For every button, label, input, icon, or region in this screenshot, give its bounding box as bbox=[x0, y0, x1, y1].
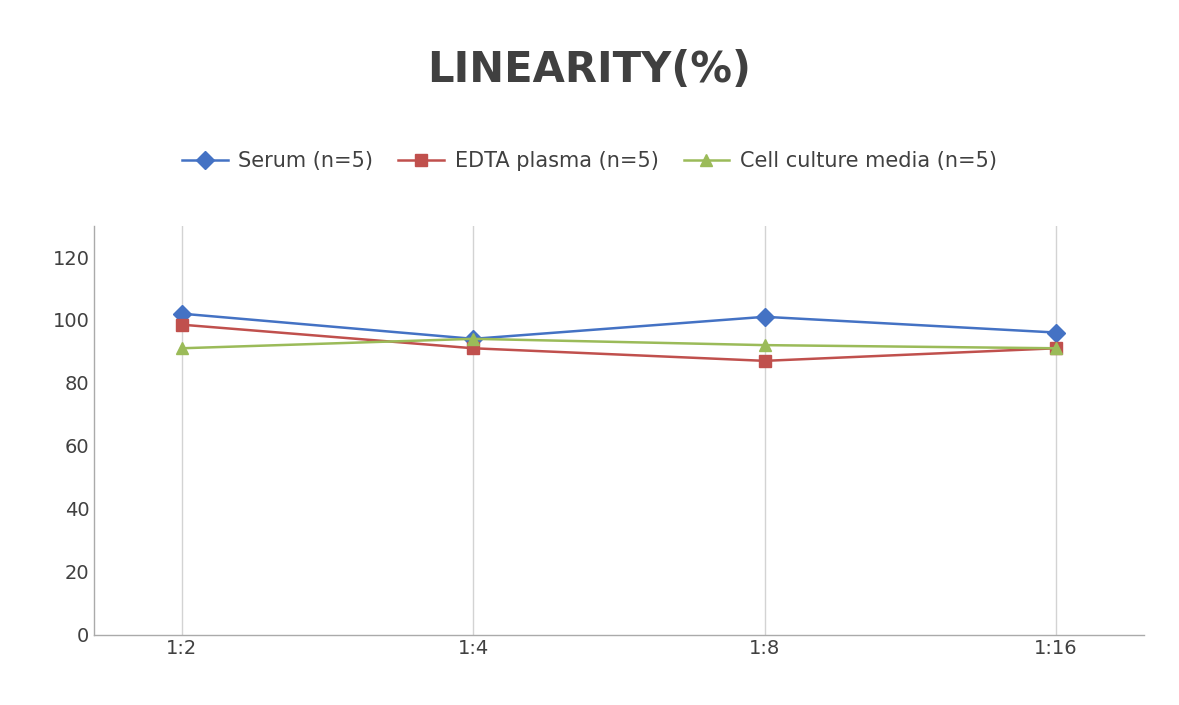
Legend: Serum (n=5), EDTA plasma (n=5), Cell culture media (n=5): Serum (n=5), EDTA plasma (n=5), Cell cul… bbox=[183, 152, 996, 171]
EDTA plasma (n=5) bbox=[1049, 344, 1063, 352]
Cell culture media (n=5) bbox=[758, 341, 772, 350]
EDTA plasma (n=5) bbox=[758, 357, 772, 365]
Text: LINEARITY(%): LINEARITY(%) bbox=[428, 49, 751, 92]
Line: Serum (n=5): Serum (n=5) bbox=[176, 307, 1062, 345]
EDTA plasma (n=5) bbox=[174, 321, 189, 329]
Serum (n=5) bbox=[1049, 329, 1063, 337]
Serum (n=5) bbox=[174, 309, 189, 318]
Serum (n=5) bbox=[758, 312, 772, 321]
Cell culture media (n=5) bbox=[466, 335, 480, 343]
Cell culture media (n=5) bbox=[174, 344, 189, 352]
Cell culture media (n=5) bbox=[1049, 344, 1063, 352]
Line: Cell culture media (n=5): Cell culture media (n=5) bbox=[176, 333, 1062, 355]
Serum (n=5) bbox=[466, 335, 480, 343]
Line: EDTA plasma (n=5): EDTA plasma (n=5) bbox=[176, 319, 1062, 367]
EDTA plasma (n=5) bbox=[466, 344, 480, 352]
